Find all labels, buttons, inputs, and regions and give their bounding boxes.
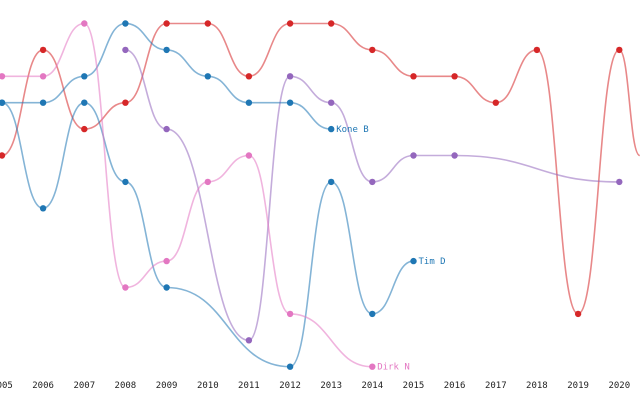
data-point-red-2019 <box>574 310 582 318</box>
data-point-tim-2012 <box>286 363 294 370</box>
data-point-kone-2008 <box>122 20 129 27</box>
data-point-red-2010 <box>204 20 211 27</box>
x-tick-label-2009: 2009 <box>156 381 178 391</box>
data-point-purple-2016 <box>451 152 458 159</box>
data-point-purple-2008 <box>122 46 129 54</box>
data-point-red-2017 <box>492 99 499 106</box>
data-point-dirk-2010 <box>204 178 211 186</box>
data-point-red-2007 <box>81 125 88 133</box>
data-point-tim-2006 <box>39 205 47 212</box>
data-point-kone-2013 <box>328 125 335 133</box>
data-point-red-2015 <box>410 73 417 80</box>
series-label-kone: Kone B <box>336 125 369 135</box>
data-point-red-2006 <box>39 46 47 54</box>
data-point-dirk-2008 <box>122 284 129 291</box>
data-point-kone-2006 <box>39 99 47 106</box>
data-point-dirk-2005 <box>0 73 6 80</box>
x-tick-label-2008: 2008 <box>115 381 137 391</box>
data-point-tim-2014 <box>369 310 376 318</box>
data-point-red-2011 <box>245 73 253 80</box>
data-point-red-2008 <box>122 99 129 106</box>
data-point-purple-2012 <box>286 73 294 80</box>
data-point-kone-2012 <box>286 99 294 106</box>
data-point-red-2018 <box>533 46 541 54</box>
x-tick-label-2005: 2005 <box>0 381 13 391</box>
data-point-tim-2013 <box>328 178 335 186</box>
x-tick-label-2016: 2016 <box>444 381 466 391</box>
x-tick-label-2011: 2011 <box>238 381 260 391</box>
data-point-dirk-2012 <box>286 310 294 318</box>
data-point-tim-2009 <box>163 284 170 291</box>
x-tick-label-2018: 2018 <box>526 381 548 391</box>
x-tick-label-2013: 2013 <box>320 381 342 391</box>
data-point-dirk-2007 <box>81 20 88 27</box>
data-point-purple-2020 <box>616 178 623 186</box>
series-line-dirk <box>2 22 373 368</box>
data-point-tim-2005 <box>0 99 6 106</box>
data-point-dirk-2009 <box>163 257 170 265</box>
points-layer <box>0 20 623 370</box>
x-tick-label-2010: 2010 <box>197 381 219 391</box>
series-label-tim: Tim D <box>419 257 446 267</box>
data-point-red-2014 <box>369 46 376 54</box>
data-point-red-2016 <box>451 73 458 80</box>
x-tick-label-2019: 2019 <box>567 381 589 391</box>
x-tick-label-2006: 2006 <box>32 381 54 391</box>
data-point-purple-2013 <box>328 99 335 106</box>
data-point-kone-2011 <box>245 99 253 106</box>
x-axis: 2005 2006 2007 2008 2009 2010 2011 2012 2013 2014… <box>0 381 630 391</box>
data-point-kone-2009 <box>163 46 170 54</box>
data-point-tim-2015 <box>410 257 417 265</box>
data-point-dirk-2006 <box>39 73 47 80</box>
data-point-dirk-2014 <box>369 363 376 370</box>
data-point-red-2012 <box>286 20 294 27</box>
data-point-red-2020 <box>616 46 623 54</box>
data-point-red-2013 <box>328 20 335 27</box>
data-point-kone-2007 <box>81 73 88 80</box>
series-line-tim <box>1 101 414 368</box>
data-point-purple-2009 <box>163 125 170 133</box>
x-tick-label-2015: 2015 <box>403 381 425 391</box>
x-tick-label-2012: 2012 <box>279 381 301 391</box>
x-tick-label-2007: 2007 <box>73 381 95 391</box>
data-point-kone-2010 <box>204 73 211 80</box>
data-point-red-2005 <box>0 152 6 159</box>
series-line-purple <box>125 49 620 342</box>
series-layer <box>0 22 640 368</box>
series-label-dirk: Dirk N <box>377 363 410 373</box>
series-labels: Kone B Tim D Dirk N <box>336 125 445 373</box>
x-tick-label-2017: 2017 <box>485 381 507 391</box>
series-line-kone <box>0 22 332 130</box>
data-point-purple-2014 <box>369 178 376 186</box>
data-point-purple-2015 <box>410 152 417 159</box>
x-tick-label-2014: 2014 <box>361 381 383 391</box>
data-point-red-2009 <box>163 20 170 27</box>
data-point-tim-2007 <box>81 99 88 106</box>
x-tick-label-2020: 2020 <box>608 381 630 391</box>
data-point-tim-2008 <box>122 178 129 186</box>
data-point-dirk-2011 <box>245 152 253 159</box>
data-point-purple-2011 <box>245 337 253 344</box>
